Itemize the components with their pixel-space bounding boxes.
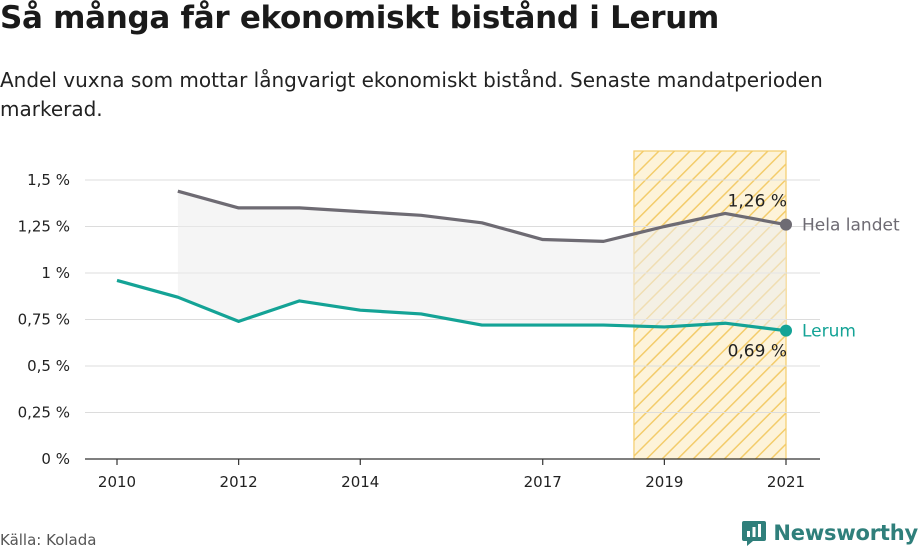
y-tick-label: 0,25 % [18, 404, 70, 422]
lerum-line [116, 278, 787, 333]
lerum-series-label: Lerum [802, 322, 856, 342]
y-tick-label: 1,5 % [27, 171, 70, 189]
lerum-value-label: 0,69 % [728, 342, 787, 362]
lerum-end-point [780, 324, 792, 337]
y-tick-label: 0,5 % [27, 357, 70, 375]
hela-landet-line [177, 189, 787, 243]
y-tick-label: 1,25 % [18, 218, 70, 236]
newsworthy-logo-icon [742, 521, 767, 546]
hela-landet-series-label: Hela landet [802, 216, 900, 236]
y-tick-label: 1 % [41, 264, 70, 282]
chart-subtitle: Andel vuxna som mottar långvarigt ekonom… [0, 68, 823, 121]
x-tick-label: 2019 [645, 473, 683, 491]
hela-landet-value-label: 1,26 % [728, 192, 787, 212]
hela-landet-end-point [780, 218, 792, 231]
gap-area [177, 191, 786, 331]
y-tick-label: 0,75 % [18, 311, 70, 329]
source-note: Källa: Kolada [0, 531, 97, 549]
newsworthy-logo[interactable]: Newsworthy [741, 519, 918, 547]
x-tick-label: 2017 [524, 473, 562, 491]
brand-name: Newsworthy [773, 521, 918, 545]
x-tick-label: 2014 [341, 473, 379, 491]
y-tick-label: 0 % [41, 450, 70, 468]
x-tick-label: 2012 [220, 473, 258, 491]
x-tick-label: 2021 [767, 473, 805, 491]
chart-title: Så många får ekonomiskt bistånd i Lerum [0, 0, 720, 36]
x-tick-label: 2010 [98, 473, 136, 491]
